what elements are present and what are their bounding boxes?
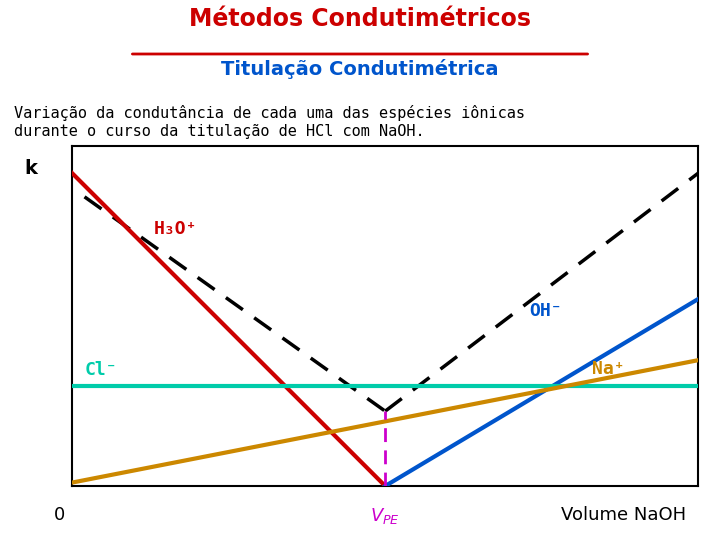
Text: Variação da condutância de cada uma das espécies iônicas
durante o curso da titu: Variação da condutância de cada uma das …: [14, 105, 526, 139]
Text: Métodos Condutimétricos: Métodos Condutimétricos: [189, 6, 531, 31]
Text: H₃O⁺: H₃O⁺: [153, 220, 197, 238]
Text: OH⁻: OH⁻: [529, 302, 562, 320]
Text: 0: 0: [54, 507, 65, 524]
Text: Na⁺: Na⁺: [592, 360, 624, 378]
Text: Titulação Condutimétrica: Titulação Condutimétrica: [221, 59, 499, 79]
Text: $V_{PE}$: $V_{PE}$: [370, 507, 400, 526]
Text: Cl⁻: Cl⁻: [84, 361, 117, 380]
Text: k: k: [25, 159, 37, 178]
Text: Volume NaOH: Volume NaOH: [561, 507, 685, 524]
